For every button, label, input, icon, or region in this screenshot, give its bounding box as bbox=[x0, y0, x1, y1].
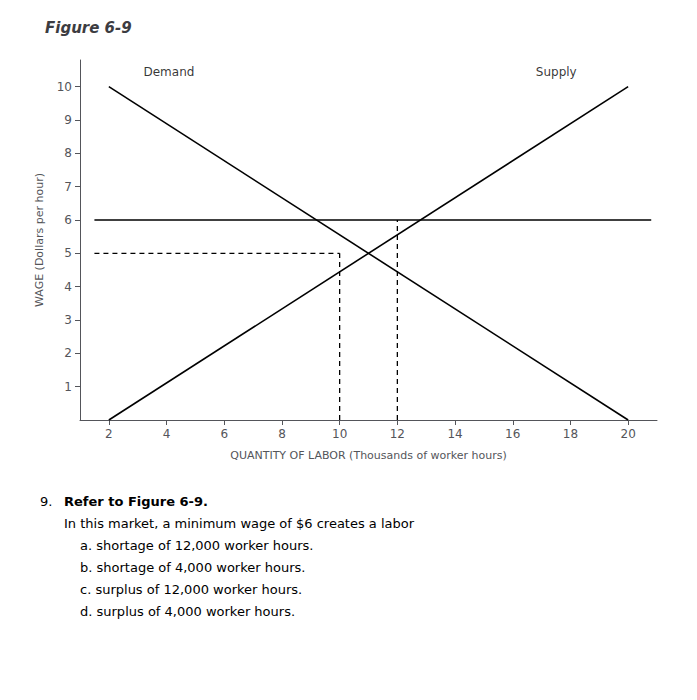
svg-text:Demand: Demand bbox=[143, 65, 194, 79]
svg-text:3: 3 bbox=[64, 313, 72, 327]
svg-text:18: 18 bbox=[563, 427, 578, 441]
svg-text:Refer to Figure 6-9.: Refer to Figure 6-9. bbox=[64, 494, 208, 509]
svg-text:a. shortage of 12,000 worker h: a. shortage of 12,000 worker hours. bbox=[80, 538, 313, 553]
svg-text:WAGE (Dollars per hour): WAGE (Dollars per hour) bbox=[33, 173, 46, 307]
svg-text:2: 2 bbox=[64, 346, 72, 360]
svg-text:10: 10 bbox=[332, 427, 347, 441]
svg-text:8: 8 bbox=[64, 146, 72, 160]
svg-text:QUANTITY OF LABOR (Thousands o: QUANTITY OF LABOR (Thousands of worker h… bbox=[230, 449, 507, 462]
svg-text:d. surplus of 4,000 worker hou: d. surplus of 4,000 worker hours. bbox=[80, 604, 295, 619]
svg-text:Figure 6-9: Figure 6-9 bbox=[45, 19, 132, 37]
svg-text:14: 14 bbox=[447, 427, 462, 441]
svg-text:2: 2 bbox=[105, 427, 113, 441]
svg-text:20: 20 bbox=[621, 427, 636, 441]
svg-text:9.: 9. bbox=[40, 494, 52, 509]
svg-text:10: 10 bbox=[57, 80, 72, 94]
svg-text:9: 9 bbox=[64, 113, 72, 127]
svg-text:7: 7 bbox=[64, 180, 72, 194]
svg-text:Supply: Supply bbox=[536, 65, 577, 79]
svg-text:c. surplus of 12,000 worker ho: c. surplus of 12,000 worker hours. bbox=[80, 582, 302, 597]
svg-text:8: 8 bbox=[278, 427, 286, 441]
svg-text:5: 5 bbox=[64, 246, 72, 260]
svg-text:12: 12 bbox=[390, 427, 405, 441]
svg-text:16: 16 bbox=[505, 427, 520, 441]
svg-text:In this market, a minimum wage: In this market, a minimum wage of $6 cre… bbox=[64, 516, 415, 531]
svg-text:6: 6 bbox=[64, 213, 72, 227]
svg-text:1: 1 bbox=[64, 380, 72, 394]
svg-text:b. shortage of 4,000 worker ho: b. shortage of 4,000 worker hours. bbox=[80, 560, 305, 575]
svg-text:6: 6 bbox=[220, 427, 228, 441]
svg-text:4: 4 bbox=[64, 280, 72, 294]
svg-text:4: 4 bbox=[163, 427, 171, 441]
